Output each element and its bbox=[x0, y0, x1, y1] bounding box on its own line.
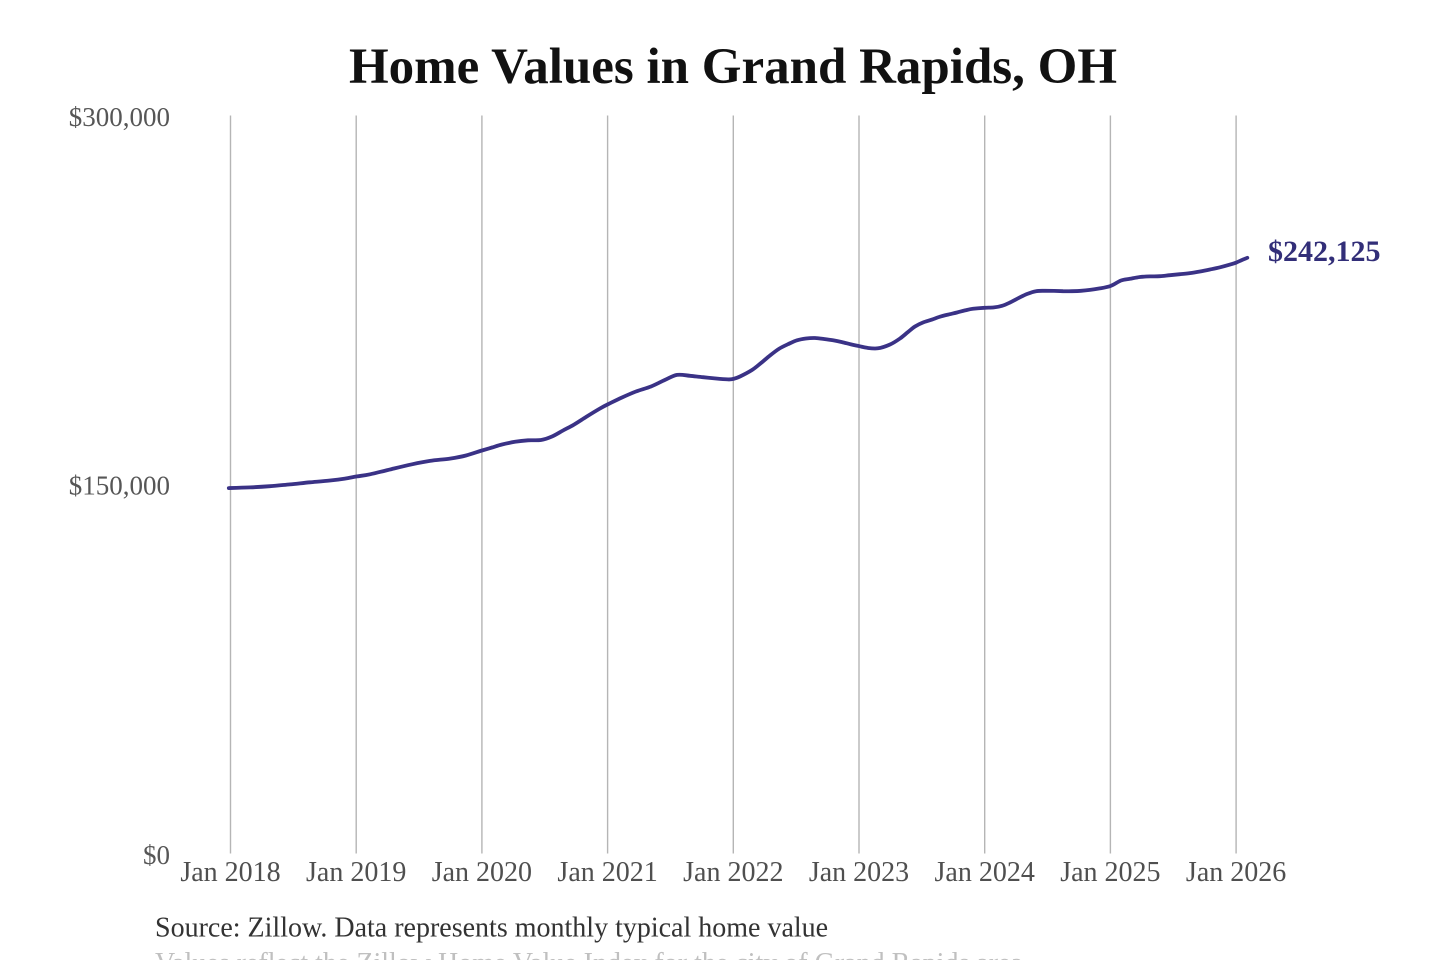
svg-text:Values reflect the Zillow Home: Values reflect the Zillow Home Value Ind… bbox=[155, 948, 1024, 960]
svg-text:$150,000: $150,000 bbox=[69, 471, 170, 501]
svg-text:Jan 2022: Jan 2022 bbox=[683, 857, 783, 888]
svg-text:Jan 2024: Jan 2024 bbox=[935, 857, 1035, 888]
svg-text:$0: $0 bbox=[143, 840, 170, 870]
svg-text:Jan 2018: Jan 2018 bbox=[180, 857, 280, 888]
svg-text:$300,000: $300,000 bbox=[69, 102, 170, 132]
svg-text:$242,125: $242,125 bbox=[1268, 235, 1381, 268]
svg-text:Jan 2023: Jan 2023 bbox=[809, 857, 909, 888]
svg-text:Jan 2025: Jan 2025 bbox=[1060, 857, 1160, 888]
svg-text:Jan 2019: Jan 2019 bbox=[306, 857, 406, 888]
svg-text:Jan 2020: Jan 2020 bbox=[432, 857, 532, 888]
svg-text:Jan 2021: Jan 2021 bbox=[557, 857, 657, 888]
svg-text:Source: Zillow. Data represent: Source: Zillow. Data represents monthly … bbox=[155, 913, 828, 944]
svg-text:Jan 2026: Jan 2026 bbox=[1186, 857, 1286, 888]
svg-text:Home Values in Grand Rapids, O: Home Values in Grand Rapids, OH bbox=[349, 39, 1117, 95]
